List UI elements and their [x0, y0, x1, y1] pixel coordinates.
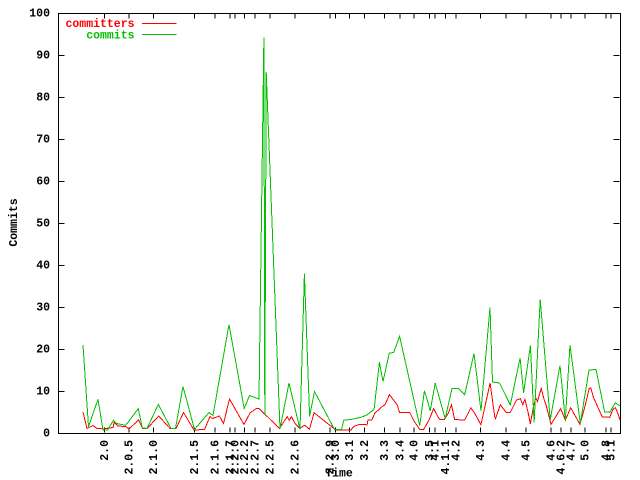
- svg-text:90: 90: [36, 50, 50, 63]
- svg-text:4.0: 4.0: [409, 440, 422, 461]
- svg-text:80: 80: [36, 92, 50, 105]
- svg-text:committers: committers: [65, 18, 134, 31]
- svg-text:2.1.7: 2.1.7: [225, 440, 238, 475]
- svg-text:4.2: 4.2: [450, 440, 463, 461]
- svg-text:commits: commits: [86, 30, 134, 43]
- svg-text:2.2.7: 2.2.7: [250, 440, 263, 475]
- svg-text:3.2: 3.2: [359, 440, 372, 461]
- svg-text:2.0: 2.0: [99, 440, 112, 461]
- svg-text:30: 30: [36, 302, 50, 315]
- svg-text:0: 0: [43, 428, 50, 441]
- svg-text:3.1: 3.1: [344, 440, 357, 461]
- svg-text:4.5: 4.5: [521, 440, 534, 461]
- svg-text:4.8: 4.8: [601, 440, 614, 461]
- svg-text:Commits: Commits: [8, 198, 21, 246]
- svg-text:2.2.6: 2.2.6: [289, 440, 302, 475]
- svg-text:4.4: 4.4: [501, 440, 514, 461]
- svg-text:3.4: 3.4: [395, 440, 408, 461]
- svg-text:2.1.5: 2.1.5: [189, 440, 202, 475]
- svg-text:60: 60: [36, 176, 50, 189]
- svg-text:5.0: 5.0: [580, 440, 593, 461]
- svg-text:4.3: 4.3: [475, 440, 488, 461]
- svg-text:3.3: 3.3: [379, 440, 392, 461]
- svg-text:4.7: 4.7: [566, 440, 579, 461]
- svg-text:2.2.9: 2.2.9: [324, 440, 337, 475]
- svg-text:4.6: 4.6: [546, 440, 559, 461]
- svg-text:50: 50: [36, 218, 50, 231]
- svg-text:40: 40: [36, 260, 50, 273]
- svg-text:4.1: 4.1: [429, 440, 442, 461]
- svg-text:5.1: 5.1: [606, 440, 619, 461]
- svg-text:2.2.0: 2.2.0: [230, 440, 243, 475]
- svg-text:Time: Time: [325, 468, 353, 480]
- svg-text:2.1.6: 2.1.6: [210, 440, 223, 475]
- svg-text:3.0: 3.0: [330, 440, 343, 461]
- svg-text:70: 70: [36, 134, 50, 147]
- svg-text:100: 100: [29, 8, 50, 21]
- svg-text:4.1.1: 4.1.1: [440, 440, 453, 475]
- svg-text:2.0.5: 2.0.5: [124, 440, 137, 475]
- svg-text:2.2.5: 2.2.5: [264, 440, 277, 475]
- svg-text:20: 20: [36, 344, 50, 357]
- svg-text:2.2.2: 2.2.2: [239, 440, 252, 475]
- svg-text:3.5: 3.5: [424, 440, 437, 461]
- svg-text:10: 10: [36, 386, 50, 399]
- svg-text:4.6.2: 4.6.2: [556, 440, 569, 475]
- svg-text:2.1.0: 2.1.0: [148, 440, 161, 475]
